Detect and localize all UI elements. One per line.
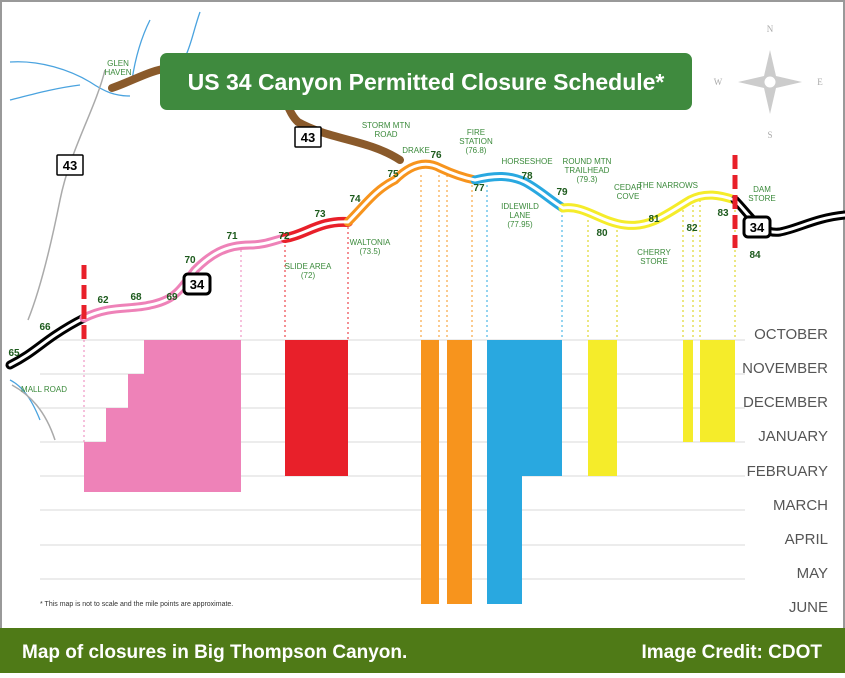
place-label: DRAKE (402, 146, 430, 155)
caption-bar (0, 628, 845, 673)
mile-marker: 76 (430, 150, 442, 161)
mile-marker: 69 (166, 292, 178, 303)
mile-marker: 73 (314, 209, 326, 220)
place-label: HORSESHOE (501, 157, 552, 166)
route-number: 34 (750, 220, 765, 235)
closure-bar (285, 340, 348, 476)
mile-marker: 80 (596, 228, 608, 239)
mile-marker: 79 (556, 187, 568, 198)
place-label: STORM MTN (362, 121, 411, 130)
month-label: APRIL (785, 531, 828, 548)
footnote: * This map is not to scale and the mile … (40, 601, 233, 608)
closure-bar (700, 340, 735, 442)
route-shield (56, 154, 84, 176)
road-centerline (82, 162, 845, 320)
mile-marker: 72 (278, 231, 290, 242)
place-label: (79.3) (577, 175, 598, 184)
place-label: ROAD (374, 130, 397, 139)
mile-marker: 83 (717, 208, 729, 219)
place-label: FIRE (467, 128, 485, 137)
credit: Image Credit: CDOT (641, 642, 822, 663)
place-label: TRAILHEAD (565, 166, 610, 175)
compass-letter: N (767, 24, 774, 34)
mile-marker: 68 (130, 292, 142, 303)
us34-road (5, 56, 845, 370)
place-label: WALTONIA (350, 238, 391, 247)
place-label: LANE (510, 211, 531, 220)
place-label: STATION (459, 137, 493, 146)
mile-marker: 75 (387, 169, 399, 180)
mile-marker: 70 (184, 255, 196, 266)
compass-letter: E (817, 77, 823, 87)
place-label: CEDAR (614, 183, 642, 192)
place-label: MALL ROAD (21, 385, 67, 394)
place-label: (73.5) (360, 247, 381, 256)
month-label: JANUARY (758, 428, 828, 445)
place-label: COVE (617, 192, 640, 201)
month-label: DECEMBER (743, 394, 828, 411)
closure-bar (487, 340, 562, 604)
road-segment (8, 316, 86, 367)
month-label: MARCH (773, 497, 828, 514)
mile-marker: 74 (349, 194, 361, 205)
place-label: HAVEN (105, 68, 132, 77)
closure-bar (683, 340, 693, 442)
closure-bar (447, 340, 472, 604)
closure-bar (588, 340, 617, 476)
place-label: CHERRY (637, 248, 671, 257)
compass-center (763, 75, 777, 89)
route-shield (182, 272, 212, 296)
road (27, 69, 106, 321)
closure-bars (84, 340, 735, 604)
title: US 34 Canyon Permitted Closure Schedule* (188, 69, 665, 95)
place-label: STORE (748, 194, 775, 203)
rivers (9, 11, 201, 421)
compass-letter: S (767, 130, 772, 140)
mile-marker: 84 (749, 250, 761, 261)
mile-marker: 62 (97, 295, 109, 306)
month-label: FEBRUARY (747, 463, 828, 480)
closure-bar (84, 340, 241, 492)
place-label: DAM (753, 185, 771, 194)
place-label: (77.95) (507, 220, 533, 229)
river (9, 379, 41, 421)
route-shield (742, 215, 772, 239)
caption: Map of closures in Big Thompson Canyon. (22, 642, 407, 663)
month-label: JUNE (789, 599, 828, 616)
river (9, 84, 81, 101)
month-label: OCTOBER (754, 326, 828, 343)
route-number: 34 (190, 277, 205, 292)
month-label: NOVEMBER (742, 360, 828, 377)
place-label: (76.8) (466, 146, 487, 155)
mile-marker: 77 (473, 183, 485, 194)
place-label: THE NARROWS (638, 181, 698, 190)
road (11, 384, 56, 441)
place-label: ROUND MTN (563, 157, 612, 166)
river (131, 19, 151, 81)
mile-marker: 82 (686, 223, 698, 234)
mile-marker: 65 (8, 348, 20, 359)
minor-roads (11, 69, 106, 441)
mile-marker: 78 (521, 171, 533, 182)
place-label: IDLEWILD (501, 202, 539, 211)
place-label: SLIDE AREA (285, 262, 332, 271)
route-number: 43 (301, 130, 315, 145)
mile-marker: 71 (226, 231, 238, 242)
compass (738, 50, 802, 114)
river (9, 61, 131, 97)
route-number: 43 (63, 158, 77, 173)
mile-marker: 81 (648, 214, 660, 225)
title-banner (160, 53, 692, 110)
connectors (83, 170, 736, 442)
place-label: STORE (640, 257, 667, 266)
compass-letter: W (714, 77, 723, 87)
place-label: (72) (301, 271, 316, 280)
month-label: MAY (797, 565, 828, 582)
place-label: GLEN (107, 59, 129, 68)
mile-marker: 66 (39, 322, 51, 333)
closure-bar (421, 340, 439, 604)
route-shield (294, 126, 322, 148)
